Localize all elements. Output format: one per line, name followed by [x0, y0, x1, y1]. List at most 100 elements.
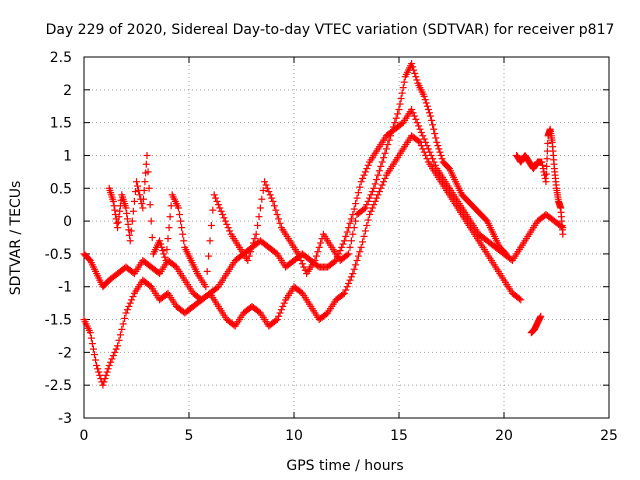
data-point-marker — [163, 246, 171, 254]
data-point-marker — [375, 188, 383, 196]
data-point-marker — [343, 283, 351, 291]
data-point-marker — [224, 224, 232, 232]
data-point-marker — [109, 197, 117, 205]
data-point-marker — [342, 232, 350, 240]
data-point-marker — [361, 227, 369, 235]
data-point-marker — [420, 148, 428, 156]
data-point-marker — [413, 76, 421, 84]
data-point-marker — [148, 234, 156, 241]
y-tick-label: 2 — [63, 83, 72, 99]
data-point-marker — [423, 155, 431, 163]
data-point-marker — [114, 224, 122, 232]
data-point-marker — [380, 154, 388, 162]
data-point-marker — [420, 92, 428, 100]
data-point-marker — [438, 155, 446, 163]
data-point-marker — [349, 230, 357, 238]
data-point-marker — [159, 247, 167, 255]
data-point-marker — [203, 267, 211, 275]
data-point-marker — [129, 207, 137, 215]
data-point-marker — [269, 197, 277, 205]
data-point-marker — [354, 252, 362, 260]
data-point-marker — [126, 237, 134, 245]
data-point-marker — [265, 188, 273, 196]
data-point-marker — [366, 211, 374, 219]
data-point-marker — [116, 207, 124, 215]
data-point-marker — [115, 336, 123, 344]
data-point-marker — [343, 228, 351, 236]
data-point-marker — [141, 178, 149, 186]
data-point-marker — [378, 181, 386, 189]
data-point-marker — [121, 314, 129, 322]
data-point-marker — [143, 151, 151, 159]
data-point-marker — [123, 209, 131, 217]
y-tick-labels: -3 -2.5 -2 -1.5 -1 -0.5 0 0.5 1 1.5 2 2.5 — [45, 50, 72, 427]
data-point-marker — [416, 125, 424, 133]
data-point-marker — [373, 194, 381, 202]
data-point-marker — [107, 358, 115, 366]
data-point-marker — [118, 325, 126, 333]
data-point-marker — [99, 381, 107, 389]
data-point-marker — [347, 273, 355, 281]
data-point-marker — [415, 137, 423, 145]
data-point-marker — [345, 250, 353, 258]
data-point-marker — [352, 200, 360, 208]
data-point-marker — [178, 224, 186, 232]
data-point-marker — [272, 317, 280, 325]
data-point-marker — [423, 102, 431, 110]
data-point-marker — [157, 240, 165, 248]
data-point-marker — [515, 295, 523, 303]
data-point-marker — [164, 235, 172, 243]
data-point-marker — [436, 148, 444, 156]
data-point-marker — [103, 368, 111, 376]
data-point-marker — [91, 351, 98, 359]
data-point-marker — [538, 158, 546, 166]
data-point-marker — [96, 371, 104, 379]
data-point-marker — [104, 365, 112, 373]
data-point-marker — [179, 230, 187, 238]
data-point-marker — [86, 329, 94, 337]
x-tick-label: 10 — [285, 428, 303, 444]
data-point-marker — [119, 320, 127, 328]
data-point-marker — [100, 378, 108, 386]
data-point-marker — [339, 290, 347, 298]
data-point-marker — [297, 256, 305, 264]
data-point-marker — [384, 141, 392, 149]
x-tick-label: 20 — [495, 428, 513, 444]
data-point-marker — [413, 119, 421, 127]
data-point-marker — [412, 115, 420, 123]
data-point-marker — [374, 191, 382, 199]
data-point-marker — [356, 248, 364, 256]
data-point-marker — [422, 151, 430, 159]
data-point-marker — [353, 256, 361, 264]
data-point-marker — [258, 195, 266, 203]
data-point-marker — [294, 250, 302, 258]
data-point-marker — [114, 218, 122, 226]
data-point-marker — [247, 248, 255, 256]
data-point-marker — [430, 125, 438, 133]
data-point-marker — [94, 365, 102, 373]
data-point-marker — [93, 361, 101, 369]
data-point-marker — [128, 296, 136, 304]
y-tick-label: 2.5 — [50, 50, 72, 66]
y-tick-label: 0.5 — [50, 181, 72, 197]
data-point-marker — [437, 151, 445, 159]
data-point-marker — [408, 106, 416, 114]
data-point-marker — [275, 215, 283, 223]
data-point-marker — [296, 253, 304, 261]
data-point-marker — [126, 231, 133, 239]
data-point-marker — [370, 184, 378, 192]
data-point-marker — [559, 230, 567, 238]
data-point-marker — [537, 312, 545, 320]
data-point-marker — [116, 331, 124, 339]
data-point-marker — [130, 197, 138, 205]
data-point-marker — [340, 289, 348, 297]
data-point-marker — [277, 306, 285, 314]
data-point-marker — [434, 142, 442, 150]
data-point-marker — [279, 302, 287, 310]
data-point-marker — [427, 112, 434, 120]
data-point-marker — [346, 243, 354, 251]
data-point-marker — [340, 237, 348, 245]
data-point-marker — [205, 252, 213, 260]
data-point-marker — [273, 211, 281, 219]
data-point-marker — [371, 197, 379, 205]
